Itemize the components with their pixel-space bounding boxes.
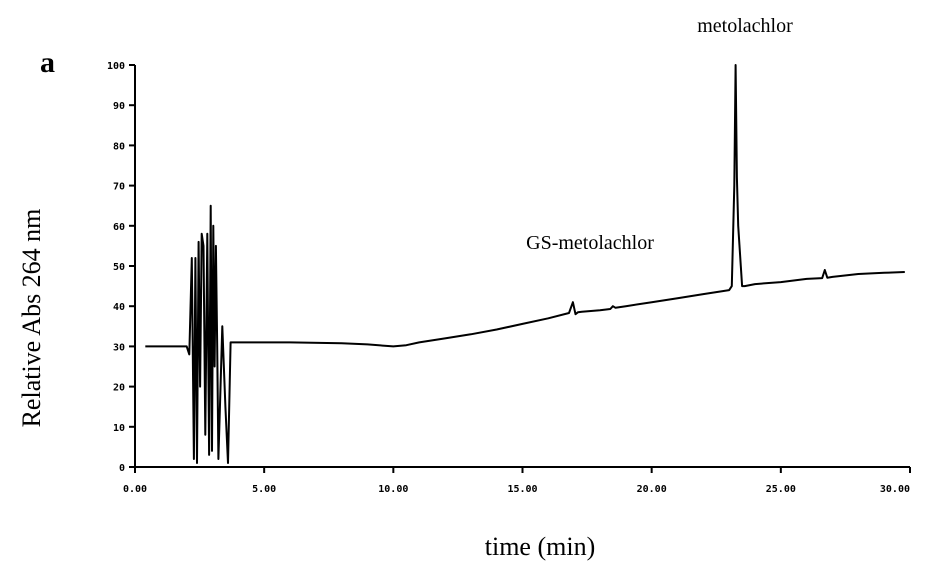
y-tick-label: 50 [113, 262, 125, 273]
x-tick-label: 5.00 [252, 484, 276, 495]
x-tick-label: 0.00 [123, 484, 147, 495]
x-axis-label: time (min) [485, 532, 595, 561]
y-tick-label: 70 [113, 182, 125, 193]
chromatogram-trace [145, 64, 905, 464]
x-tick-label: 25.00 [766, 484, 796, 495]
y-tick-label: 90 [113, 101, 125, 112]
annotation-gs-metolachlor: GS-metolachlor [526, 232, 654, 254]
y-tick-label: 20 [113, 383, 125, 394]
y-tick-label: 30 [113, 342, 125, 353]
y-tick-label: 10 [113, 423, 125, 434]
x-ticks: 0.00 5.00 10.00 15.00 20.00 25.00 30.00 [123, 467, 911, 495]
x-tick-label: 15.00 [507, 484, 537, 495]
x-tick-label: 20.00 [637, 484, 667, 495]
x-tick-label: 10.00 [378, 484, 408, 495]
panel-label: a [40, 46, 55, 79]
y-tick-label: 100 [107, 61, 125, 72]
y-tick-label: 80 [113, 141, 125, 152]
y-tick-label: 0 [119, 463, 125, 474]
y-ticks: 0 10 20 30 40 50 60 70 80 90 100 [107, 61, 135, 474]
y-axis-label: Relative Abs 264 nm [17, 209, 46, 428]
y-tick-label: 40 [113, 302, 125, 313]
y-tick-label: 60 [113, 222, 125, 233]
annotation-metolachlor: metolachlor [697, 15, 793, 37]
x-tick-label: 30.00 [880, 484, 910, 495]
